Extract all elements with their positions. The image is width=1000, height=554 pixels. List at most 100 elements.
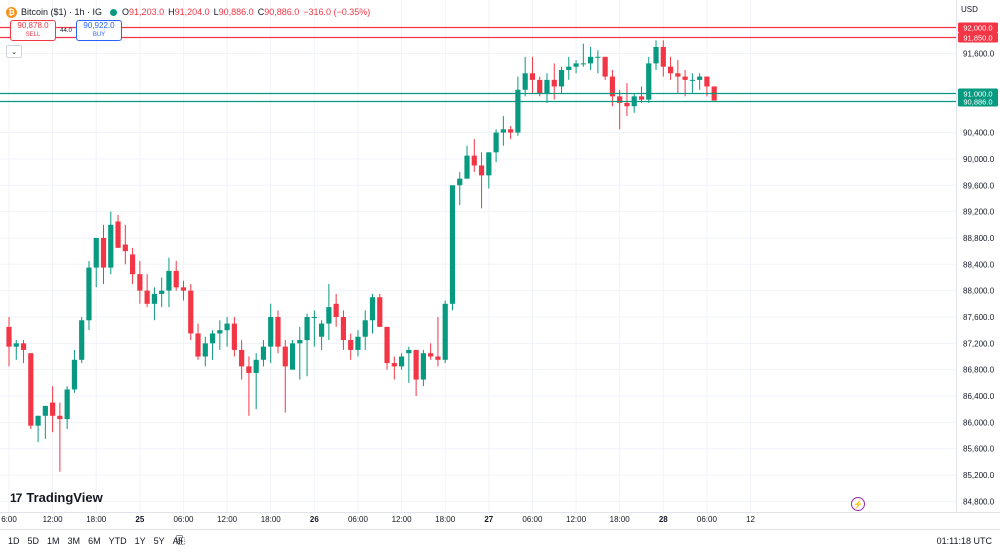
range-1m[interactable]: 1M [47, 536, 60, 546]
candle [398, 353, 405, 370]
candle-body [275, 316, 281, 347]
collapse-legend-button[interactable]: ⌄ [6, 45, 22, 58]
lightning-icon[interactable]: ⚡ [851, 497, 865, 511]
candle [311, 310, 317, 347]
sell-button[interactable]: 90,878.0 SELL [10, 20, 56, 41]
candle [28, 353, 34, 429]
candle [340, 310, 347, 350]
range-all[interactable]: All [172, 536, 183, 546]
time-tick-label: 12:00 [566, 515, 587, 524]
symbol-title[interactable]: Bitcoin ($1) · 1h · IG [21, 7, 103, 17]
candle [515, 76, 521, 136]
candle-body [478, 165, 485, 176]
time-tick-label: 12:00 [217, 515, 238, 524]
candle-body [697, 76, 703, 80]
price-tick-label: 90,000.0 [963, 155, 995, 164]
candle-body [646, 63, 652, 100]
candle-body [137, 274, 143, 291]
candle-body [653, 46, 659, 64]
candle-body [406, 349, 412, 354]
range-5d[interactable]: 5D [27, 536, 40, 546]
candle-body [166, 270, 172, 291]
candle [391, 356, 397, 380]
candle-body [13, 343, 19, 347]
candle-body [457, 178, 463, 186]
candle-body [369, 297, 376, 321]
tradingview-logo[interactable]: 17 TradingView [10, 490, 103, 505]
calendar-icon[interactable]: ⎘ [176, 535, 185, 547]
candle [435, 316, 441, 367]
price-tick-label: 91,600.0 [963, 50, 995, 59]
candle-body [355, 336, 361, 350]
candle-body [428, 353, 434, 357]
price-tick-label: 90,400.0 [963, 129, 995, 138]
candle [595, 50, 601, 74]
candles [6, 40, 717, 472]
price-tick-label: 89,600.0 [963, 181, 995, 190]
candle-body [413, 349, 419, 380]
candle [79, 316, 85, 364]
high-label: H [168, 7, 175, 17]
market-status-dot [110, 8, 118, 16]
candle-body [326, 307, 332, 324]
symbol-legend[interactable]: ₿ Bitcoin ($1) · 1h · IG O 91,203.0 H 91,2… [6, 4, 374, 20]
candle [464, 145, 470, 179]
candle [151, 287, 157, 321]
candle [689, 73, 695, 94]
price-tick-label: 84,800.0 [963, 497, 995, 506]
candle [486, 152, 492, 189]
candle [420, 349, 426, 387]
candle-body [144, 290, 150, 304]
chart-canvas[interactable]: 92,000.091,850.091,000.090,886.0 84,800.… [0, 0, 1000, 529]
candle [188, 284, 194, 341]
candle [609, 69, 616, 107]
close-value: 90,886.0 [264, 7, 300, 17]
candle [195, 323, 201, 360]
buy-button[interactable]: 90,922.0 BUY [76, 20, 122, 41]
candle-body [311, 316, 317, 318]
price-tick-label: 85,200.0 [963, 471, 995, 480]
time-tick-label: 18:00 [86, 515, 107, 524]
candle-body [515, 89, 521, 133]
price-level-label: 92,000.0 [963, 24, 992, 33]
time-tick-label: 12:00 [392, 515, 413, 524]
candle-body [660, 46, 666, 67]
range-ytd[interactable]: YTD [108, 536, 127, 546]
time-tick-label: 06:00 [522, 515, 543, 524]
candle-body [246, 366, 252, 373]
horizontal-lines[interactable]: 92,000.091,850.0 91,000.090,886.0 [0, 22, 998, 107]
price-axis[interactable]: 84,800.0 85,200.0 85,600.0 86,000.0 86,400.0… [963, 50, 995, 507]
price-tick-label: 86,400.0 [963, 392, 995, 401]
candle-body [544, 79, 550, 94]
currency-selector[interactable]: USD [961, 5, 978, 14]
time-tick-label: 18:00 [610, 515, 631, 524]
price-tick-label: 88,000.0 [963, 287, 995, 296]
range-5y[interactable]: 5Y [153, 536, 165, 546]
candle-body [122, 244, 128, 252]
candle-body [529, 73, 536, 80]
range-3m[interactable]: 3M [67, 536, 81, 546]
candle [566, 56, 572, 80]
candle-body [333, 303, 339, 317]
candle-body [704, 76, 710, 87]
candle-body [537, 79, 543, 94]
candle [558, 66, 565, 94]
time-axis[interactable]: 6:00 12:00 18:00 25 06:00 12:00 18:00 26 06:00 12… [1, 515, 755, 524]
candle-body [675, 73, 681, 77]
candle-body [682, 76, 688, 80]
candle [369, 293, 376, 334]
candle-body [260, 346, 267, 360]
utc-clock[interactable]: 01:11:18 UTC [936, 536, 992, 546]
candle [122, 224, 128, 265]
candle [231, 316, 237, 357]
candle [573, 60, 579, 74]
range-1d[interactable]: 1D [8, 536, 20, 546]
candle [362, 310, 368, 350]
candle-body [209, 333, 216, 344]
candle [282, 340, 288, 413]
range-6m[interactable]: 6M [88, 536, 101, 546]
candle [522, 56, 528, 97]
candle [173, 261, 179, 291]
range-1y[interactable]: 1Y [134, 536, 146, 546]
